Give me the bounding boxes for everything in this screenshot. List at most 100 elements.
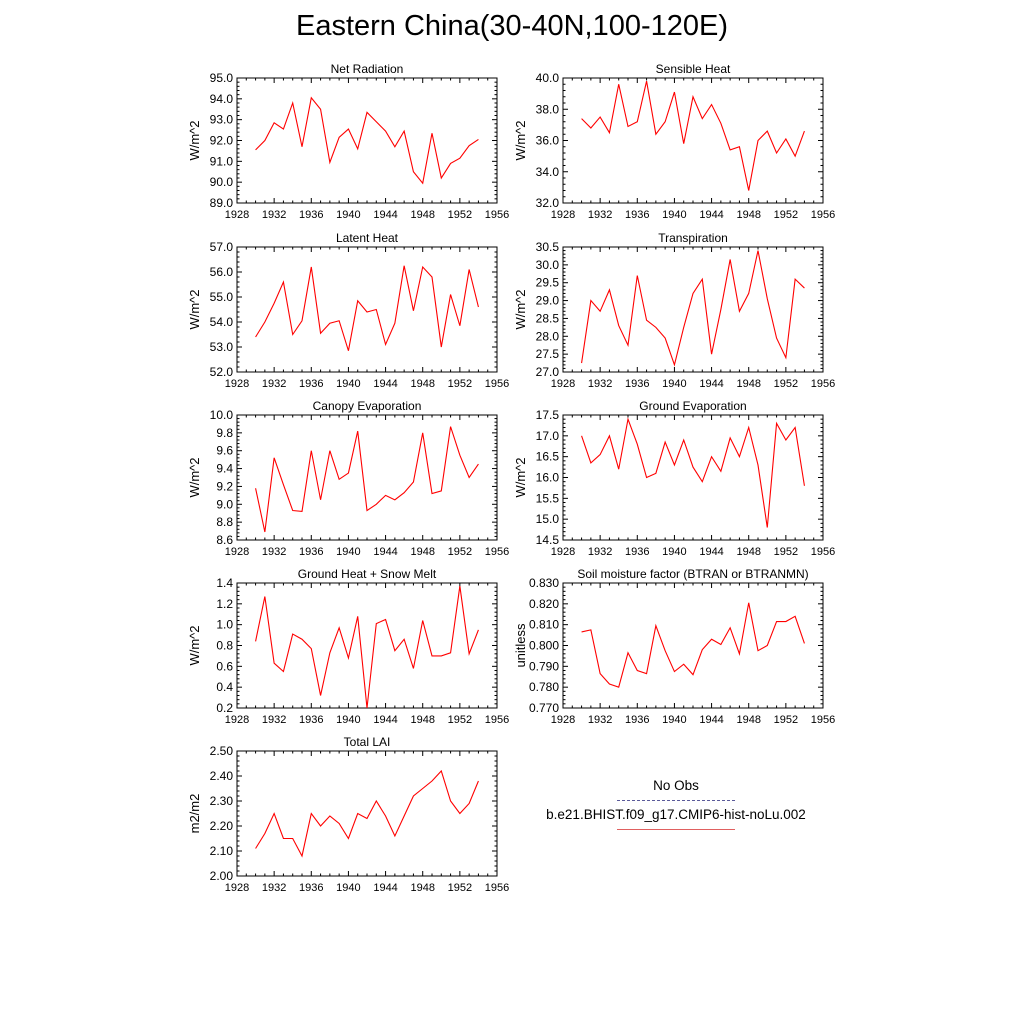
x-tick-label: 1956 [485, 714, 509, 726]
y-tick-label: 2.50 [210, 744, 234, 758]
x-tick-label: 1932 [588, 209, 612, 221]
x-tick-label: 1948 [736, 546, 760, 558]
x-tick-label: 1956 [811, 546, 835, 558]
x-tick-label: 1932 [262, 714, 286, 726]
x-tick-label: 1936 [299, 209, 323, 221]
legend-obs-label: No Obs [653, 778, 699, 793]
x-tick-label: 1940 [662, 714, 686, 726]
y-tick-label: 28.0 [536, 329, 560, 343]
x-tick-label: 1952 [448, 882, 472, 894]
x-tick-label: 1940 [662, 546, 686, 558]
x-tick-label: 1944 [699, 209, 723, 221]
x-tick-label: 1936 [625, 546, 649, 558]
y-tick-label: 30.0 [536, 258, 560, 272]
y-tick-label: 29.5 [536, 276, 560, 290]
x-tick-label: 1936 [299, 546, 323, 558]
y-axis-label: m2/m2 [187, 794, 202, 834]
x-tick-label: 1948 [410, 209, 434, 221]
x-tick-label: 1932 [262, 546, 286, 558]
y-tick-label: 0.6 [216, 659, 233, 673]
y-tick-label: 0.4 [216, 680, 233, 694]
y-tick-label: 93.0 [210, 113, 234, 127]
y-tick-label: 90.0 [210, 175, 234, 189]
x-tick-label: 1936 [299, 714, 323, 726]
y-tick-label: 55.0 [210, 290, 234, 304]
y-tick-label: 54.0 [210, 315, 234, 329]
y-axis-label: W/m^2 [187, 289, 202, 329]
y-tick-label: 0.800 [529, 639, 559, 653]
x-tick-label: 1936 [299, 378, 323, 390]
x-tick-label: 1948 [410, 882, 434, 894]
x-tick-label: 1952 [448, 714, 472, 726]
legend: No Obs b.e21.BHIST.f09_g17.CMIP6-hist-no… [520, 778, 832, 830]
x-tick-label: 1944 [373, 882, 397, 894]
x-tick-label: 1956 [485, 378, 509, 390]
y-tick-label: 0.780 [529, 680, 559, 694]
series-line [255, 96, 479, 185]
x-tick-label: 1944 [699, 546, 723, 558]
x-tick-label: 1948 [410, 378, 434, 390]
y-tick-label: 91.0 [210, 154, 234, 168]
y-tick-label: 92.0 [210, 134, 234, 148]
x-tick-label: 1940 [336, 378, 360, 390]
x-tick-label: 1932 [262, 209, 286, 221]
y-tick-label: 38.0 [536, 102, 560, 116]
x-tick-label: 1928 [225, 546, 249, 558]
series-line [581, 602, 805, 688]
legend-model-line [617, 829, 735, 830]
x-tick-label: 1948 [736, 378, 760, 390]
x-tick-label: 1944 [699, 714, 723, 726]
x-tick-label: 1928 [225, 209, 249, 221]
series-line [581, 81, 805, 191]
y-tick-label: 2.10 [210, 844, 234, 858]
y-tick-label: 29.0 [536, 294, 560, 308]
x-tick-label: 1928 [551, 378, 575, 390]
x-tick-label: 1928 [225, 378, 249, 390]
y-tick-label: 9.0 [216, 497, 233, 511]
x-tick-label: 1952 [448, 546, 472, 558]
y-tick-label: 2.20 [210, 819, 234, 833]
y-tick-label: 1.4 [216, 576, 233, 590]
y-tick-label: 16.0 [536, 471, 560, 485]
y-tick-label: 15.5 [536, 491, 560, 505]
y-axis-label: W/m^2 [187, 625, 202, 665]
y-tick-label: 8.8 [216, 515, 233, 529]
x-tick-label: 1932 [588, 714, 612, 726]
x-tick-label: 1940 [336, 209, 360, 221]
y-axis-label: W/m^2 [513, 457, 528, 497]
series-line [581, 250, 805, 367]
y-axis-label: W/m^2 [187, 120, 202, 160]
x-tick-label: 1936 [625, 209, 649, 221]
panel-title: Soil moisture factor (BTRAN or BTRANMN) [577, 567, 808, 581]
y-tick-label: 14.5 [536, 533, 560, 547]
x-tick-label: 1928 [551, 546, 575, 558]
x-tick-label: 1944 [699, 378, 723, 390]
y-tick-label: 16.5 [536, 450, 560, 464]
x-tick-label: 1940 [336, 882, 360, 894]
y-tick-label: 0.810 [529, 618, 559, 632]
x-tick-label: 1940 [336, 546, 360, 558]
y-tick-label: 15.0 [536, 512, 560, 526]
x-tick-label: 1952 [448, 209, 472, 221]
panel-title: Net Radiation [331, 62, 404, 76]
x-tick-label: 1956 [485, 882, 509, 894]
panel-title: Sensible Heat [656, 62, 731, 76]
y-tick-label: 0.790 [529, 659, 559, 673]
y-tick-label: 2.00 [210, 869, 234, 883]
y-tick-label: 27.0 [536, 365, 560, 379]
x-tick-label: 1952 [448, 378, 472, 390]
x-tick-label: 1936 [625, 378, 649, 390]
panel-title: Total LAI [344, 735, 391, 749]
x-tick-label: 1952 [774, 378, 798, 390]
x-tick-label: 1956 [485, 546, 509, 558]
y-tick-label: 1.0 [216, 618, 233, 632]
x-tick-label: 1936 [625, 714, 649, 726]
series-line [255, 265, 479, 351]
x-tick-label: 1956 [485, 209, 509, 221]
panel-title: Transpiration [658, 231, 728, 245]
panel-title: Ground Heat + Snow Melt [298, 567, 437, 581]
panel-title: Ground Evaporation [639, 399, 746, 413]
